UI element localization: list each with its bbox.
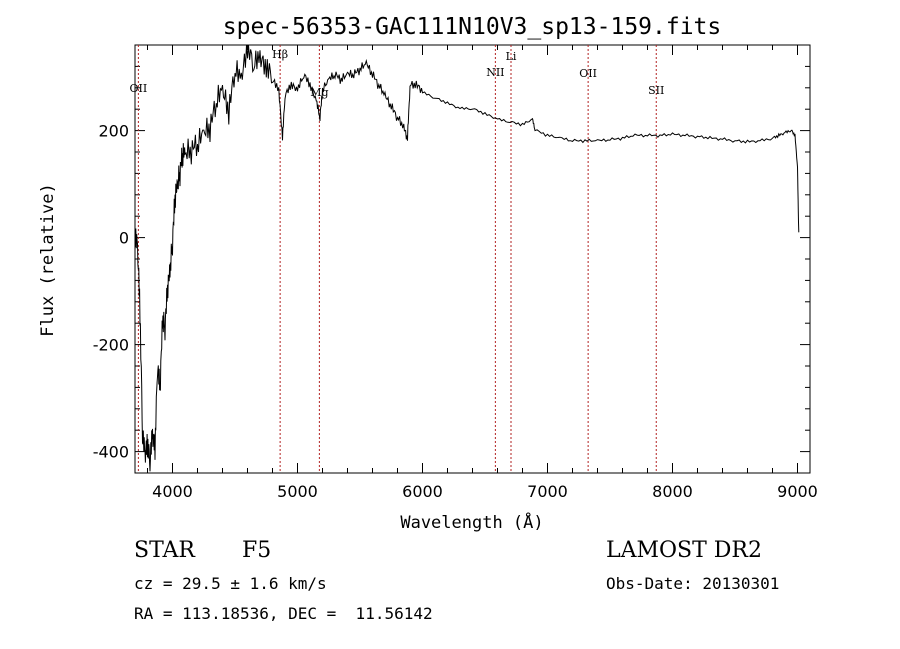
- x-tick-label: 5000: [277, 482, 318, 501]
- survey-name: LAMOST DR2: [606, 538, 762, 563]
- line-marker-label: Li: [506, 50, 517, 63]
- x-tick-label: 6000: [402, 482, 443, 501]
- redshift-text: cz = 29.5 ± 1.6 km/s: [134, 574, 327, 593]
- x-axis-label: Wavelength (Å): [400, 511, 543, 533]
- object-class: STAR: [134, 538, 195, 563]
- y-axis-label: Flux (relative): [38, 183, 58, 337]
- object-subclass: F5: [242, 538, 272, 563]
- y-tick-label: 200: [98, 122, 129, 141]
- observation-date: Obs-Date: 20130301: [606, 574, 780, 593]
- x-tick-label: 7000: [527, 482, 568, 501]
- line-marker-label: SII: [648, 84, 664, 97]
- line-marker-label: NII: [486, 66, 504, 79]
- chart-title: spec-56353-GAC111N10V3_sp13-159.fits: [223, 14, 722, 40]
- y-tick-label: 0: [119, 229, 129, 248]
- spectrum-line: [134, 44, 800, 472]
- x-tick-label: 4000: [152, 482, 193, 501]
- plot-area: 4000 5000 6000 7000 8000 9000 -400 -200 0 200 OII H…: [93, 44, 818, 501]
- y-tick-label: -200: [93, 336, 129, 355]
- y-tick-label: -400: [93, 443, 129, 462]
- line-marker-label: OII: [130, 82, 148, 95]
- x-tick-label: 8000: [652, 482, 693, 501]
- line-marker-label: Hβ: [272, 48, 288, 61]
- line-marker-label: OII: [579, 67, 597, 80]
- coordinates-text: RA = 113.18536, DEC = 11.56142: [134, 604, 433, 623]
- x-tick-label: 9000: [777, 482, 818, 501]
